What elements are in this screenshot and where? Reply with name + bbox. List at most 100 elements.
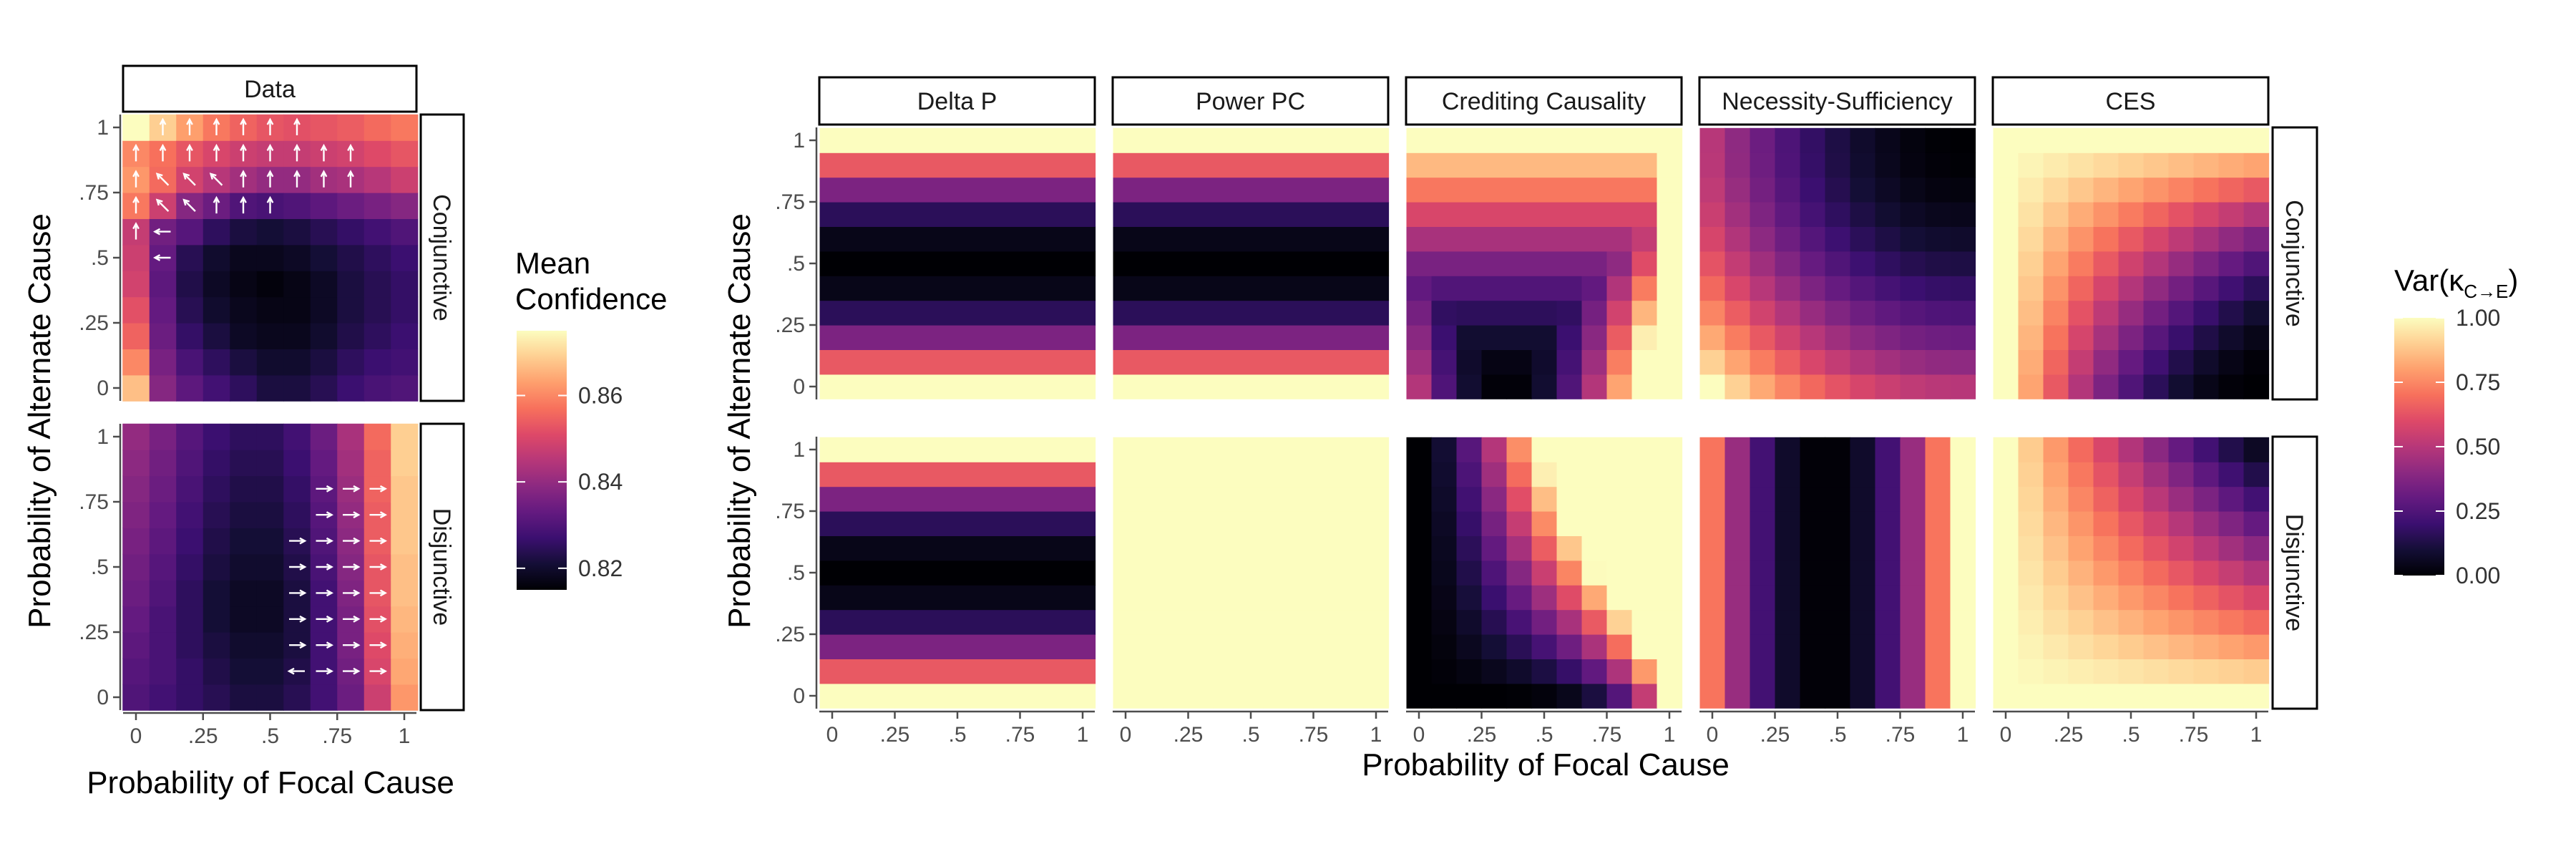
model-power-pc-disjunctive-cell (1313, 560, 1340, 586)
model-power-pc-disjunctive-cell (1313, 486, 1340, 512)
model-necessity-sufficiency-conjunctive-cell (1825, 325, 1851, 350)
model-necessity-sufficiency-disjunctive-cell (1825, 683, 1851, 709)
data-conjunctive-cell (149, 271, 177, 298)
model-legend-tick-label: 0.25 (2456, 498, 2500, 524)
model-power-pc-conjunctive-cell (1363, 251, 1390, 276)
data-conjunctive-cell (256, 296, 284, 324)
model-necessity-sufficiency-conjunctive-cell (1875, 202, 1901, 227)
model-ces-disjunctive-cell (2218, 659, 2245, 684)
model-power-pc-conjunctive-cell (1263, 251, 1289, 276)
model-ces-conjunctive-cell (2218, 374, 2245, 399)
model-power-pc-conjunctive-cell (1313, 251, 1340, 276)
model-necessity-sufficiency-disjunctive-cell (1699, 462, 1726, 487)
model-delta-p-conjunctive-cell (844, 276, 871, 301)
model-necessity-sufficiency-conjunctive-cell (1800, 152, 1826, 178)
model-power-pc-conjunctive-cell (1213, 300, 1239, 326)
model-necessity-sufficiency-conjunctive-cell (1875, 177, 1901, 203)
model-necessity-sufficiency-disjunctive-cell (1724, 511, 1751, 536)
model-ces-disjunctive-cell (2168, 535, 2195, 561)
model-delta-p-conjunctive-cell (844, 226, 871, 252)
model-power-pc-conjunctive-cell (1238, 226, 1264, 252)
model-necessity-sufficiency-disjunctive-cell (1775, 437, 1801, 462)
model-delta-p-disjunctive-cell (970, 437, 996, 462)
model-ces-conjunctive-cell (1993, 276, 2019, 301)
model-necessity-sufficiency-conjunctive-cell (1750, 276, 1776, 301)
model-power-pc-disjunctive-cell (1163, 585, 1189, 611)
model-power-pc-disjunctive-cell (1338, 634, 1365, 659)
model-necessity-sufficiency-disjunctive-cell (1925, 634, 1951, 659)
model-delta-p-disjunctive-cell (970, 585, 996, 611)
model-necessity-sufficiency-disjunctive-cell (1800, 437, 1826, 462)
data-disjunctive-cell (203, 502, 230, 528)
model-ces-disjunctive-cell (2193, 511, 2220, 536)
model-necessity-sufficiency-conjunctive-cell (1950, 251, 1976, 276)
arrow-up (347, 170, 354, 188)
model-delta-p-conjunctive-cell (945, 374, 971, 399)
model-delta-p-conjunctive-cell (995, 127, 1021, 153)
model-delta-p-conjunctive-cell (869, 251, 896, 276)
model-necessity-sufficiency-conjunctive-cell (1900, 152, 1926, 178)
model-necessity-sufficiency-disjunctive-cell (1699, 511, 1726, 536)
model-necessity-sufficiency-disjunctive-cell (1925, 585, 1951, 611)
model-crediting-causality-conjunctive-cell (1556, 276, 1583, 301)
model-delta-p-disjunctive-cell (995, 585, 1021, 611)
model-ces-conjunctive-cell (2243, 349, 2270, 375)
model-ces-conjunctive-cell (2218, 127, 2245, 153)
model-necessity-sufficiency-disjunctive-cell (1800, 634, 1826, 659)
model-power-pc-conjunctive-cell (1338, 374, 1365, 399)
arrow-right (316, 511, 334, 519)
model-necessity-sufficiency-row-1-x-tick-label: .75 (1885, 723, 1916, 747)
arrow-up (186, 117, 193, 135)
model-ces-disjunctive-cell (2168, 462, 2195, 487)
data-conjunctive-cell (391, 140, 419, 168)
model-ces-disjunctive-cell (1993, 609, 2019, 635)
model-necessity-sufficiency-conjunctive-cell (1950, 226, 1976, 252)
model-ces-conjunctive-cell (2018, 177, 2044, 203)
data-disjunctive-cell (149, 450, 177, 477)
model-necessity-sufficiency-disjunctive-cell (1850, 511, 1876, 536)
model-delta-p-conjunctive-cell (970, 177, 996, 203)
model-ces-conjunctive-cell (2068, 226, 2094, 252)
model-crediting-causality-disjunctive-cell (1481, 511, 1508, 536)
model-power-pc-conjunctive-cell (1288, 202, 1314, 227)
model-ces-disjunctive-cell (2168, 560, 2195, 586)
model-necessity-sufficiency-disjunctive-cell (1750, 659, 1776, 684)
model-ces-disjunctive-cell (2243, 634, 2270, 659)
model-power-pc-disjunctive-cell (1188, 486, 1214, 512)
model-necessity-sufficiency-conjunctive-cell (1925, 374, 1951, 399)
model-power-pc-conjunctive-cell (1163, 177, 1189, 203)
data-conjunctive-cell (283, 349, 311, 376)
model-delta-p-row-0-y-tick-label: 1 (793, 129, 805, 152)
model-delta-p-conjunctive-cell (1020, 349, 1046, 375)
model-crediting-causality-conjunctive-cell (1456, 226, 1483, 252)
model-ces-disjunctive-cell (2068, 585, 2094, 611)
model-ces-disjunctive-cell (2118, 486, 2145, 512)
model-delta-p-conjunctive-cell (1020, 325, 1046, 350)
data-disjunctive-cell (122, 632, 150, 659)
data-conjunctive-cell (230, 218, 258, 246)
model-power-pc-conjunctive-cell (1113, 349, 1139, 375)
model-delta-p-disjunctive-cell (869, 659, 896, 684)
model-power-pc-conjunctive-cell (1288, 226, 1314, 252)
model-ces-conjunctive-cell (2143, 276, 2170, 301)
model-ces-conjunctive-cell (2093, 276, 2119, 301)
model-crediting-causality-conjunctive-cell (1531, 127, 1558, 153)
model-crediting-causality-conjunctive-cell (1606, 276, 1633, 301)
model-necessity-sufficiency-disjunctive-cell (1950, 462, 1976, 487)
data-conjunctive-cell (203, 374, 230, 402)
model-necessity-sufficiency-disjunctive-cell (1950, 609, 1976, 635)
model-necessity-sufficiency-disjunctive-cell (1800, 511, 1826, 536)
model-ces-conjunctive-cell (2068, 374, 2094, 399)
model-necessity-sufficiency-conjunctive-cell (1850, 202, 1876, 227)
model-ces-disjunctive-cell (2193, 462, 2220, 487)
model-delta-p-disjunctive-cell (869, 560, 896, 586)
model-delta-p-disjunctive-cell (1070, 486, 1096, 512)
model-ces-conjunctive-cell (2168, 226, 2195, 252)
data-disjunctive-cell (176, 658, 204, 685)
data-disjunctive-cell (310, 684, 338, 711)
model-power-pc-conjunctive-cell (1263, 152, 1289, 178)
model-ces-conjunctive-cell (2193, 349, 2220, 375)
model-necessity-sufficiency-conjunctive-cell (1750, 374, 1776, 399)
model-necessity-sufficiency-conjunctive-cell (1775, 177, 1801, 203)
arrow-left (287, 667, 305, 675)
